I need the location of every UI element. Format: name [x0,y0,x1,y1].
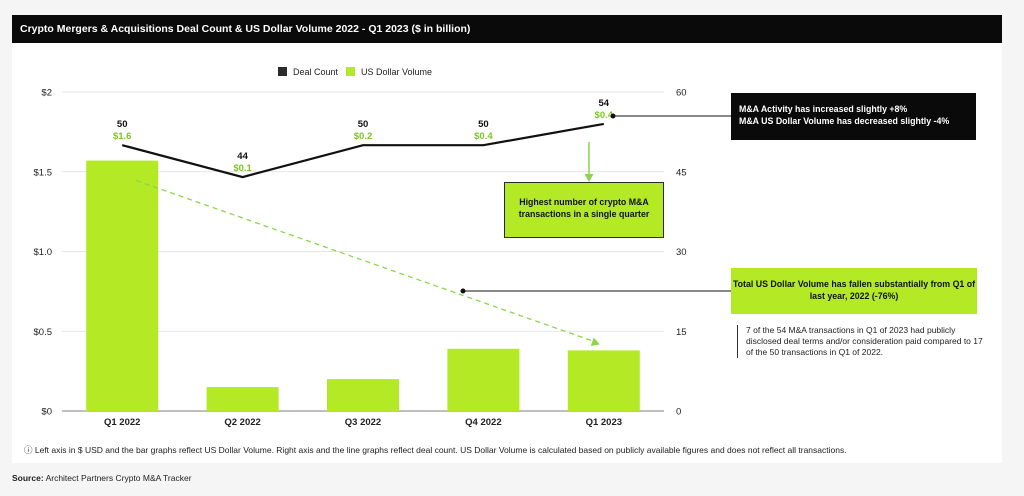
deal-count-label: 50 [478,119,489,130]
right-tick-label: 60 [676,88,687,99]
callout-activity: M&A Activity has increased slightly +8% … [731,93,976,140]
bar-usd-volume [206,387,279,411]
left-tick-label: $0 [41,407,52,418]
bar-usd-volume [447,348,520,411]
usd-volume-label: $0.2 [354,131,373,142]
line-deal-count [121,122,604,179]
x-tick-label: Q1 2023 [586,417,622,428]
usd-volume-label: $0.1 [233,163,252,174]
x-tick-label: Q4 2022 [465,417,501,428]
right-tick-label: 30 [676,247,687,258]
callout-volume-decline: Total US Dollar Volume has fallen substa… [731,268,977,314]
bar-usd-volume [567,350,640,411]
bar-usd-volume [327,379,399,411]
x-tick-label: Q3 2022 [345,417,381,428]
usd-volume-label: $0.4 [474,131,493,142]
x-tick-label: Q1 2022 [104,417,140,428]
left-tick-label: $1.5 [34,167,53,178]
arrow-highest-head [584,174,594,182]
bar-usd-volume [86,160,159,411]
chart-title: Crypto Mergers & Acquisitions Deal Count… [12,15,1002,43]
transactions-note: 7 of the 54 M&A transactions in Q1 of 20… [737,325,986,358]
x-tick-label: Q2 2022 [224,417,260,428]
source-text: Architect Partners Crypto M&A Tracker [45,473,192,483]
legend: Deal Count US Dollar Volume [278,67,432,77]
source: Source: Architect Partners Crypto M&A Tr… [12,473,192,483]
deal-count-label: 50 [358,119,369,130]
source-label: Source: [12,473,44,483]
legend-usd-volume: US Dollar Volume [361,67,432,77]
legend-deal-count: Deal Count [293,67,339,77]
left-tick-label: $0.5 [34,327,53,338]
callout-highest-quarter: Highest number of crypto M&A transaction… [504,182,664,238]
trend-arrow-head [590,337,600,346]
left-tick-label: $1.0 [34,247,53,258]
right-tick-label: 15 [676,327,687,338]
callout-activity-line1: M&A Activity has increased slightly +8% [739,104,908,114]
legend-swatch-deal-count [278,67,287,76]
usd-volume-label: $1.6 [113,131,132,142]
left-tick-label: $2 [41,88,52,99]
footnote: ⓘ Left axis in $ USD and the bar graphs … [24,445,847,455]
legend-swatch-usd-volume [346,67,355,76]
right-tick-label: 45 [676,167,687,178]
deal-count-label: 44 [237,151,248,162]
usd-volume-label: $0.4 [595,110,614,121]
callout-activity-line2: M&A US Dollar Volume has decreased sligh… [739,116,950,126]
right-tick-label: 0 [676,407,681,418]
deal-count-label: 54 [599,98,610,109]
deal-count-label: 50 [117,119,128,130]
